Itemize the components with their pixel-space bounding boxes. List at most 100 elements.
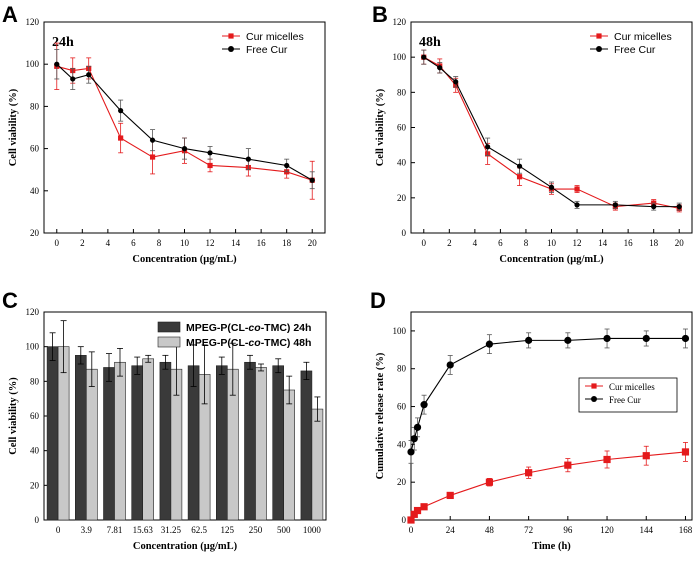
series-line <box>423 56 680 208</box>
x-tick-label: 18 <box>282 238 292 248</box>
data-point <box>446 491 454 500</box>
legend-marker <box>228 46 234 52</box>
bar <box>86 368 98 521</box>
data-point <box>485 478 494 486</box>
x-axis-label: Concentration (μg/mL) <box>133 541 238 552</box>
legend-label-part: MPEG-P(CL- <box>186 322 249 334</box>
y-tick-label: 20 <box>397 193 407 203</box>
x-tick-label: 0 <box>56 525 61 535</box>
legend-swatch <box>157 321 181 333</box>
plot-frame <box>410 311 693 521</box>
data-point <box>309 177 315 183</box>
data-point <box>407 448 415 456</box>
legend-label-part: co <box>248 322 261 334</box>
panel-label-b: B <box>372 2 388 27</box>
legend-label-part: -TMC) 24h <box>261 322 312 334</box>
y-tick-label: 120 <box>393 17 407 27</box>
data-point <box>437 65 443 71</box>
data-point <box>420 503 428 511</box>
bar <box>114 361 126 521</box>
legend-label-part: co <box>248 337 261 349</box>
data-point <box>446 361 454 369</box>
y-tick-label: 60 <box>30 144 40 154</box>
data-point <box>603 334 611 343</box>
legend-label: MPEG-P(CL-co-TMC) 24h <box>186 322 311 334</box>
y-tick-label: 0 <box>402 515 407 525</box>
data-point <box>485 144 491 150</box>
y-tick-label: 80 <box>30 376 40 386</box>
bar <box>131 365 143 521</box>
data-point <box>516 174 523 180</box>
x-tick-label: 72 <box>524 525 533 535</box>
bar <box>142 358 154 521</box>
y-tick-label: 100 <box>26 342 40 352</box>
x-tick-label: 10 <box>180 238 190 248</box>
y-axis-label: Cumulative release rate (%) <box>375 352 386 479</box>
bar <box>103 367 115 521</box>
x-tick-label: 62.5 <box>191 525 207 535</box>
y-axis-label: Cell viability (%) <box>375 88 386 166</box>
data-point <box>564 461 572 469</box>
legend-label: Cur micelles <box>246 31 304 43</box>
legend-label: MPEG-P(CL-co-TMC) 48h <box>186 337 311 349</box>
x-tick-label: 1000 <box>303 525 322 535</box>
data-point <box>525 469 533 477</box>
x-tick-label: 125 <box>221 525 235 535</box>
data-point <box>54 61 60 67</box>
panel-label-a: A <box>2 2 18 27</box>
data-point <box>651 204 657 210</box>
x-tick-label: 96 <box>563 525 573 535</box>
legend-marker <box>228 33 234 39</box>
x-tick-label: 24 <box>446 525 456 535</box>
data-point <box>453 79 459 85</box>
x-tick-label: 18 <box>649 238 659 248</box>
data-point <box>118 135 124 141</box>
data-point <box>485 340 494 348</box>
y-tick-label: 40 <box>397 158 407 168</box>
y-tick-label: 40 <box>30 446 40 456</box>
x-tick-label: 250 <box>249 525 263 535</box>
series-line <box>423 56 680 209</box>
bar <box>300 370 313 521</box>
panel-c: C 0 20 40 60 80 100 120 Concentration (μg/mL) Cel… <box>2 288 327 552</box>
x-tick-label: 14 <box>231 238 241 248</box>
y-tick-label: 100 <box>26 59 40 69</box>
x-tick-label: 0 <box>55 238 60 248</box>
data-point <box>207 150 213 156</box>
y-tick-label: 20 <box>30 480 40 490</box>
y-tick-label: 100 <box>393 52 407 62</box>
bar <box>75 355 87 521</box>
panel-d: D 0 20 40 60 80 100 Time (h) Cumulative release … <box>370 288 693 552</box>
panel-label-c: C <box>2 288 18 313</box>
data-point <box>548 184 555 190</box>
x-tick-label: 20 <box>308 238 318 248</box>
y-axis-label: Cell viability (%) <box>8 88 19 166</box>
y-tick-label: 20 <box>30 228 40 238</box>
legend-label: Cur micelles <box>614 31 672 43</box>
x-tick-label: 2 <box>80 238 85 248</box>
data-point <box>410 435 418 443</box>
y-tick-label: 0 <box>402 228 407 238</box>
time-annotation: 48h <box>419 35 441 50</box>
x-tick-label: 8 <box>157 238 162 248</box>
data-point <box>574 186 580 192</box>
x-axis-label: Time (h) <box>532 541 571 552</box>
y-tick-label: 120 <box>26 307 40 317</box>
data-point <box>574 202 580 208</box>
data-point <box>516 163 523 169</box>
x-tick-label: 2 <box>447 238 452 248</box>
data-point <box>86 72 92 78</box>
data-point <box>681 448 690 456</box>
y-tick-label: 120 <box>26 17 40 27</box>
data-point <box>603 455 611 464</box>
legend-marker <box>596 33 602 39</box>
y-tick-label: 40 <box>30 186 40 196</box>
bar <box>272 365 285 521</box>
x-tick-label: 16 <box>257 238 267 248</box>
y-tick-label: 80 <box>397 364 407 374</box>
series-line <box>410 451 686 521</box>
legend-label: Cur micelles <box>609 382 655 392</box>
data-point <box>284 162 290 169</box>
